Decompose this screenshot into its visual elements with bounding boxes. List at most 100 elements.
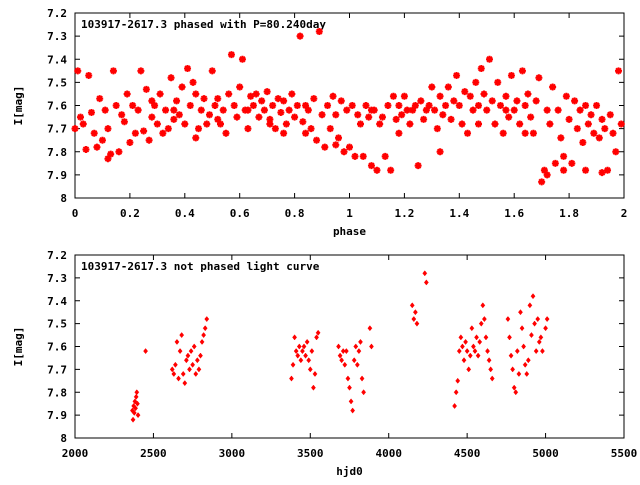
data-point <box>403 106 411 114</box>
data-point <box>348 398 354 405</box>
data-point <box>233 113 241 121</box>
data-point <box>582 102 590 109</box>
data-point <box>335 134 343 142</box>
data-point <box>425 102 433 109</box>
data-point <box>171 370 177 377</box>
x-tick-label: 1.4 <box>449 207 469 220</box>
data-point <box>361 389 367 396</box>
data-point <box>313 136 321 144</box>
data-point <box>562 92 570 100</box>
data-point <box>359 152 367 160</box>
data-point <box>378 113 386 121</box>
x-tick-label: 0.2 <box>120 207 140 220</box>
data-point <box>340 148 348 156</box>
data-point <box>461 88 469 96</box>
data-point <box>414 162 422 170</box>
data-point <box>458 334 464 341</box>
data-point <box>499 129 507 137</box>
data-point <box>197 106 205 114</box>
data-point <box>187 366 192 373</box>
data-point <box>269 102 277 109</box>
data-point <box>90 129 98 137</box>
data-point <box>181 120 189 128</box>
data-point <box>529 129 537 137</box>
data-point <box>191 343 197 350</box>
data-point <box>367 162 375 170</box>
data-point <box>292 334 298 341</box>
data-point <box>579 139 587 146</box>
data-point <box>156 90 164 98</box>
plot-frame <box>74 254 625 439</box>
data-point <box>544 316 550 323</box>
data-point <box>244 125 252 133</box>
data-point <box>395 102 403 109</box>
data-point <box>339 357 345 364</box>
data-point <box>225 90 233 98</box>
data-point <box>354 361 360 368</box>
data-point <box>296 343 302 350</box>
data-point <box>455 102 463 109</box>
data-point <box>400 92 408 100</box>
data-point <box>420 115 428 123</box>
data-point <box>601 125 609 133</box>
data-point <box>593 102 601 109</box>
data-point <box>362 102 370 109</box>
data-point <box>170 115 178 123</box>
data-point <box>431 106 439 114</box>
data-point <box>280 129 288 137</box>
data-point <box>511 384 517 391</box>
data-point <box>169 366 175 373</box>
data-point <box>557 134 565 142</box>
data-point <box>436 148 444 156</box>
data-point <box>573 125 581 133</box>
data-point <box>494 78 502 86</box>
data-point <box>411 316 417 323</box>
data-point <box>475 102 483 109</box>
data-point <box>340 348 346 355</box>
y-axis-label: I[mag] <box>12 327 25 367</box>
data-point <box>595 134 603 142</box>
data-point <box>533 348 539 355</box>
data-point <box>300 348 305 355</box>
data-points <box>71 28 625 186</box>
y-axis-label: I[mag] <box>12 86 25 126</box>
data-point <box>159 129 167 137</box>
data-point <box>195 125 203 133</box>
data-point <box>604 166 612 174</box>
data-point <box>307 366 313 373</box>
data-point <box>475 120 483 128</box>
data-point <box>560 152 568 160</box>
data-point <box>587 111 595 119</box>
data-point <box>464 129 472 137</box>
y-tick-label: 8 <box>60 432 67 445</box>
data-point <box>406 120 414 128</box>
data-point <box>143 348 148 355</box>
data-point <box>282 120 290 128</box>
data-point <box>118 111 126 119</box>
y-tick-label: 8 <box>60 192 67 205</box>
data-point <box>227 51 235 59</box>
data-point <box>510 366 516 373</box>
data-point <box>304 106 312 114</box>
data-point <box>175 111 183 119</box>
data-point <box>249 102 257 109</box>
data-point <box>510 106 518 114</box>
data-point <box>524 90 532 98</box>
data-point <box>206 111 214 119</box>
data-point <box>201 332 207 339</box>
data-point <box>538 334 544 341</box>
data-point <box>598 169 606 177</box>
x-tick-label: 2 <box>621 207 628 220</box>
data-point <box>456 348 462 355</box>
data-point <box>288 90 296 98</box>
data-point <box>549 83 557 91</box>
y-tick-label: 7.3 <box>47 30 67 43</box>
data-point <box>238 55 246 63</box>
data-point <box>527 113 535 121</box>
data-point <box>433 125 441 133</box>
data-point <box>142 85 150 93</box>
data-point <box>480 90 488 98</box>
data-point <box>477 338 483 345</box>
y-tick-label: 7.7 <box>47 363 67 376</box>
